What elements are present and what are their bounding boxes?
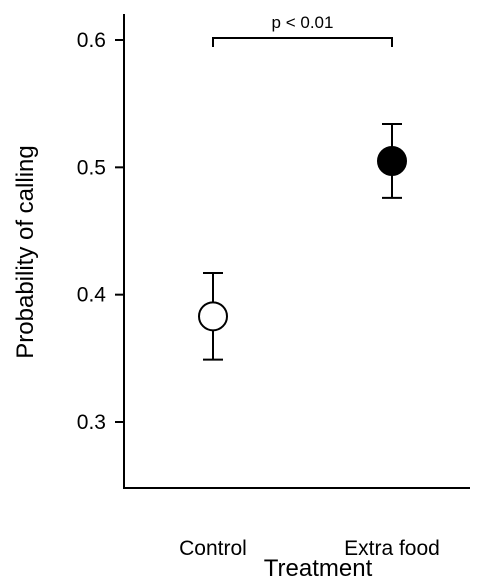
y-ticks: 0.3 0.4 0.5 0.6 <box>77 29 124 434</box>
significance-bracket-line <box>212 37 393 47</box>
x-category-labels: Control Extra food <box>179 537 440 560</box>
y-tick-label: 0.4 <box>77 284 107 307</box>
y-axis-title: Probability of calling <box>12 145 39 358</box>
data-points <box>198 123 407 361</box>
x-axis-title: Treatment <box>264 555 373 581</box>
data-point-marker <box>377 145 407 176</box>
y-tick-label: 0.3 <box>77 411 106 434</box>
x-category-label: Extra food <box>344 537 440 560</box>
significance-bracket: p < 0.01 <box>212 13 393 47</box>
significance-label: p < 0.01 <box>272 13 334 32</box>
y-tick-label: 0.6 <box>77 29 106 52</box>
data-point-marker <box>198 301 228 332</box>
data-point-group <box>198 272 228 361</box>
x-category-label: Control <box>179 537 247 560</box>
data-point-group <box>377 123 407 199</box>
axes <box>123 14 470 489</box>
y-tick-label: 0.5 <box>77 156 106 179</box>
